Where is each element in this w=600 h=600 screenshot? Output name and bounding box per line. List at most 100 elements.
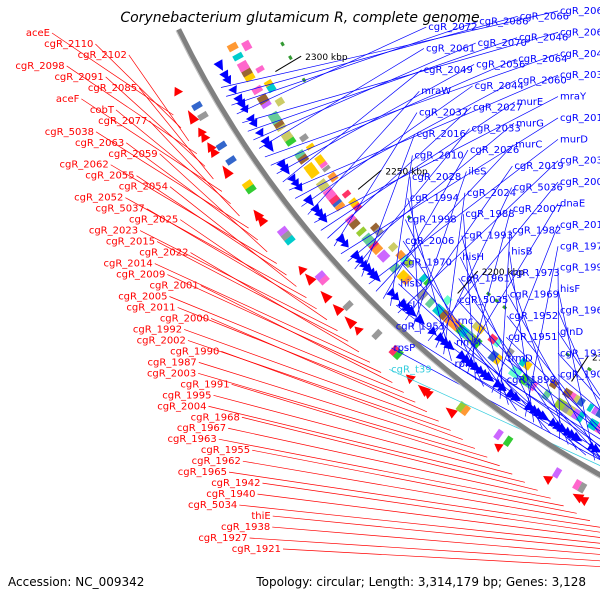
feature-block bbox=[342, 300, 354, 312]
leader-line bbox=[389, 368, 600, 466]
gene-label: cgR_1982 bbox=[512, 225, 561, 236]
gene-arrow bbox=[427, 325, 437, 335]
feature-block bbox=[572, 478, 583, 491]
gene-label: cgR_1995 bbox=[162, 390, 211, 401]
gene-label: cgR_5038 bbox=[45, 127, 94, 138]
leader-line bbox=[452, 363, 600, 451]
gene-label: cgR_1951 bbox=[508, 332, 557, 343]
feature-block bbox=[577, 481, 588, 494]
gene-arrow bbox=[586, 441, 596, 450]
feature-block bbox=[402, 257, 414, 269]
leader-line bbox=[210, 318, 428, 413]
gene-arrow bbox=[332, 304, 345, 317]
gene-label: cgR_1938 bbox=[221, 522, 270, 533]
gene-arrow bbox=[253, 209, 265, 222]
leader-line bbox=[228, 471, 600, 528]
gene-label: aceE bbox=[26, 28, 50, 39]
gene-label: cgR_1952 bbox=[509, 311, 558, 322]
gene-label: cgR_1974 bbox=[560, 241, 600, 252]
gene-label: cgR_1955 bbox=[201, 445, 250, 456]
gene-label: cgR_5036 bbox=[514, 182, 563, 193]
feature-block bbox=[396, 269, 410, 283]
gene-label: cobT bbox=[90, 105, 115, 116]
leader-line bbox=[218, 438, 564, 507]
leader-line bbox=[505, 336, 600, 429]
gene-label: cgR_2054 bbox=[119, 182, 168, 193]
leader-line bbox=[405, 165, 513, 321]
gene-label: cgR_1999 bbox=[560, 263, 600, 274]
gene-label: hisD bbox=[400, 279, 422, 290]
leader-line bbox=[228, 427, 551, 499]
feature-block bbox=[460, 404, 472, 417]
feature-block bbox=[491, 353, 504, 366]
leader-line bbox=[138, 87, 214, 180]
gene-label: hisI bbox=[398, 300, 415, 311]
gene-label: cgR_1987 bbox=[148, 357, 197, 368]
gene-label: rimM bbox=[456, 338, 481, 349]
feature-block bbox=[502, 435, 514, 448]
leader-line bbox=[169, 296, 404, 393]
gene-label: cgR_2016 bbox=[417, 129, 466, 140]
feature-block bbox=[590, 405, 600, 416]
gene-label: cgR_1994 bbox=[410, 193, 459, 204]
feature-block bbox=[280, 230, 293, 242]
leader-line bbox=[409, 176, 421, 334]
feature-block bbox=[318, 274, 330, 286]
leader-line bbox=[393, 326, 600, 458]
gene-label: cgR_2086 bbox=[479, 17, 528, 28]
leader-line bbox=[491, 224, 559, 393]
feature-block bbox=[518, 357, 528, 368]
leader-line bbox=[236, 26, 427, 115]
leader-line bbox=[375, 144, 514, 292]
leader-line bbox=[459, 203, 559, 368]
feature-block bbox=[355, 226, 367, 237]
feature-block bbox=[274, 96, 286, 107]
gene-label: cgR_2091 bbox=[54, 72, 103, 83]
feature-block bbox=[551, 467, 563, 479]
gene-label: cgR_2000 bbox=[160, 313, 209, 324]
gene-arrow bbox=[344, 316, 358, 330]
gene-label: cgR_1898 bbox=[507, 375, 556, 386]
leader-line bbox=[456, 299, 600, 457]
gene-label: mraY bbox=[560, 92, 587, 103]
gene-label: hisH bbox=[462, 252, 484, 263]
gene-label: cgR_1966 bbox=[560, 305, 600, 316]
gene-label: cgR_2032 bbox=[560, 156, 600, 167]
gene-label: cgR_1953 bbox=[396, 322, 445, 333]
tick-mark bbox=[571, 356, 589, 382]
leader-line bbox=[272, 526, 600, 555]
gene-label: cgR_2085 bbox=[88, 83, 137, 94]
gene-arrow bbox=[445, 407, 458, 419]
backbone-highlight bbox=[175, 30, 600, 479]
gene-arrow bbox=[287, 173, 296, 183]
leader-line bbox=[213, 394, 513, 475]
leader-line bbox=[391, 347, 600, 461]
feature-block bbox=[241, 39, 253, 52]
gene-arrow bbox=[320, 290, 333, 304]
gene-label: rpsP bbox=[393, 343, 415, 354]
feature-block bbox=[389, 262, 401, 274]
gene-label: cgR_1962 bbox=[192, 456, 241, 467]
feature-block bbox=[432, 303, 446, 317]
leader-line bbox=[453, 342, 600, 447]
gene-label: cgR_2012 bbox=[560, 220, 600, 231]
gene-arrow bbox=[505, 388, 517, 399]
leader-line bbox=[400, 262, 552, 434]
feature-block bbox=[330, 196, 343, 208]
gene-label: cgR_2011 bbox=[126, 302, 175, 313]
feature-block bbox=[276, 225, 289, 237]
feature-block bbox=[314, 270, 326, 282]
leader-line bbox=[242, 460, 591, 521]
feature-block bbox=[502, 304, 508, 310]
feature-block bbox=[487, 349, 500, 363]
gene-label: cgR_2061 bbox=[426, 43, 475, 54]
gene-arrow bbox=[263, 140, 274, 153]
leader-line bbox=[105, 76, 206, 167]
gene-label: cgR_2049 bbox=[424, 65, 473, 76]
leader-line bbox=[149, 120, 240, 217]
feature-block bbox=[318, 159, 329, 169]
leader-line bbox=[115, 109, 231, 205]
gene-label: cgR_1927 bbox=[198, 533, 247, 544]
feature-block bbox=[256, 93, 270, 106]
leader-line bbox=[307, 90, 420, 215]
